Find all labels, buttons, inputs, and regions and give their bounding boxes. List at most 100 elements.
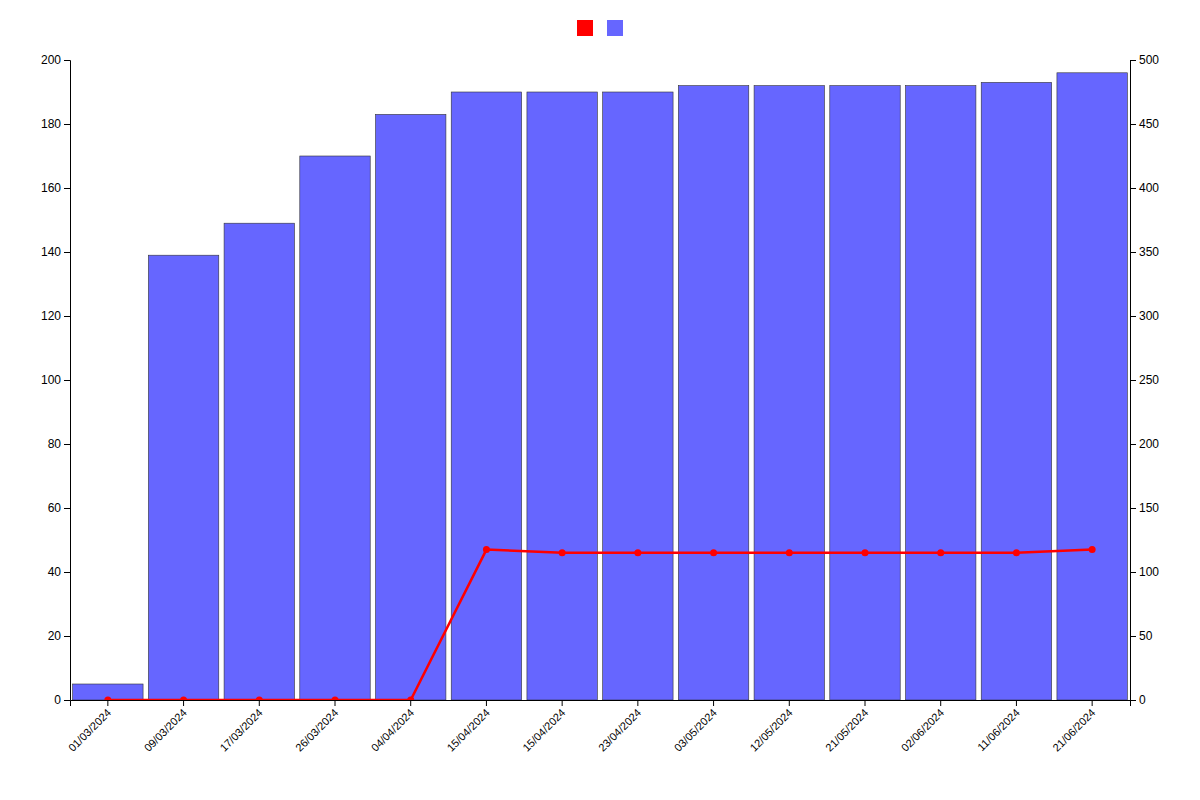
x-axis: 01/03/202409/03/202417/03/202426/03/2024… — [66, 700, 1131, 754]
marker — [1089, 546, 1096, 553]
tick: 40 — [48, 565, 70, 579]
tick: 60 — [48, 501, 70, 515]
tick-label: 180 — [41, 117, 61, 131]
tick: 400 — [1130, 181, 1159, 195]
tick: 02/06/2024 — [899, 700, 946, 754]
marker — [559, 549, 566, 556]
tick-label: 23/04/2024 — [596, 706, 643, 753]
tick-mark — [64, 636, 70, 637]
tick-mark — [940, 700, 941, 706]
tick-label: 450 — [1139, 117, 1159, 131]
tick-label: 400 — [1139, 181, 1159, 195]
bar — [1057, 73, 1127, 700]
tick-mark — [410, 700, 411, 706]
tick-label: 0 — [54, 693, 61, 707]
bar — [754, 86, 824, 700]
tick: 11/06/2024 — [975, 700, 1022, 753]
tick: 17/03/2024 — [217, 700, 264, 754]
tick: 15/04/2024 — [444, 700, 491, 754]
tick: 15/04/2024 — [520, 700, 567, 754]
bar — [148, 255, 218, 700]
chart: 01/03/202409/03/202417/03/202426/03/2024… — [0, 0, 1200, 800]
tick-mark — [1130, 124, 1136, 125]
tick-mark — [1130, 444, 1136, 445]
tick: 50 — [1130, 629, 1153, 643]
tick-label: 160 — [41, 181, 61, 195]
tick: 26/03/2024 — [293, 700, 340, 754]
tick-mark — [1092, 700, 1093, 706]
bar — [527, 92, 597, 700]
tick-label: 01/03/2024 — [66, 706, 113, 753]
tick: 21/06/2024 — [1050, 700, 1097, 754]
tick: 23/04/2024 — [596, 700, 643, 754]
tick-label: 140 — [41, 245, 61, 259]
bar — [451, 92, 521, 700]
y-axis: 020406080100120140160180200 — [41, 53, 71, 707]
legend-swatch — [577, 20, 593, 36]
bar — [981, 82, 1051, 700]
tick-label: 120 — [41, 309, 61, 323]
tick-mark — [486, 700, 487, 706]
tick-label: 11/06/2024 — [975, 706, 1022, 753]
tick-mark — [107, 700, 108, 706]
tick: 21/05/2024 — [823, 700, 870, 754]
marker — [1013, 549, 1020, 556]
tick-mark — [64, 572, 70, 573]
tick-mark — [1130, 636, 1136, 637]
tick-mark — [1130, 252, 1136, 253]
tick-label: 15/04/2024 — [444, 706, 491, 753]
marker — [483, 546, 490, 553]
tick-mark — [64, 188, 70, 189]
tick-label: 21/05/2024 — [823, 706, 870, 753]
tick-label: 500 — [1139, 53, 1159, 67]
tick-mark — [865, 700, 866, 706]
bar — [300, 156, 370, 700]
tick-label: 40 — [48, 565, 62, 579]
tick: 200 — [41, 53, 70, 67]
tick-mark — [1130, 572, 1136, 573]
tick-mark — [789, 700, 790, 706]
bar — [603, 92, 673, 700]
bar — [830, 86, 900, 700]
tick-mark — [64, 60, 70, 61]
marker — [180, 697, 187, 701]
axis-line — [71, 701, 1131, 707]
plot: 01/03/202409/03/202417/03/202426/03/2024… — [41, 53, 1159, 753]
tick-mark — [1130, 60, 1136, 61]
tick: 0 — [1130, 693, 1146, 707]
tick-mark — [562, 700, 563, 706]
marker — [937, 549, 944, 556]
tick-label: 15/04/2024 — [520, 706, 567, 753]
tick-mark — [64, 316, 70, 317]
tick-label: 250 — [1139, 373, 1159, 387]
tick-label: 17/03/2024 — [217, 706, 264, 753]
tick: 250 — [1130, 373, 1159, 387]
tick: 350 — [1130, 245, 1159, 259]
bar — [906, 86, 976, 700]
marker — [104, 697, 111, 701]
bar — [376, 114, 446, 700]
marker — [710, 549, 717, 556]
legend-swatch — [607, 20, 623, 36]
marker — [786, 549, 793, 556]
tick-label: 02/06/2024 — [899, 706, 946, 753]
tick: 100 — [1130, 565, 1159, 579]
tick-mark — [335, 700, 336, 706]
marker — [256, 697, 263, 701]
tick-mark — [1130, 316, 1136, 317]
tick: 300 — [1130, 309, 1159, 323]
line — [108, 550, 1092, 700]
tick-label: 300 — [1139, 309, 1159, 323]
line-series — [104, 546, 1095, 700]
tick-mark — [1130, 188, 1136, 189]
tick-label: 04/04/2024 — [369, 706, 416, 753]
tick-mark — [637, 700, 638, 706]
tick-label: 80 — [48, 437, 62, 451]
tick: 12/05/2024 — [747, 700, 794, 754]
tick: 120 — [41, 309, 70, 323]
tick-label: 50 — [1139, 629, 1153, 643]
tick-label: 03/05/2024 — [672, 706, 719, 753]
bar — [678, 86, 748, 700]
tick: 20 — [48, 629, 70, 643]
tick: 150 — [1130, 501, 1159, 515]
